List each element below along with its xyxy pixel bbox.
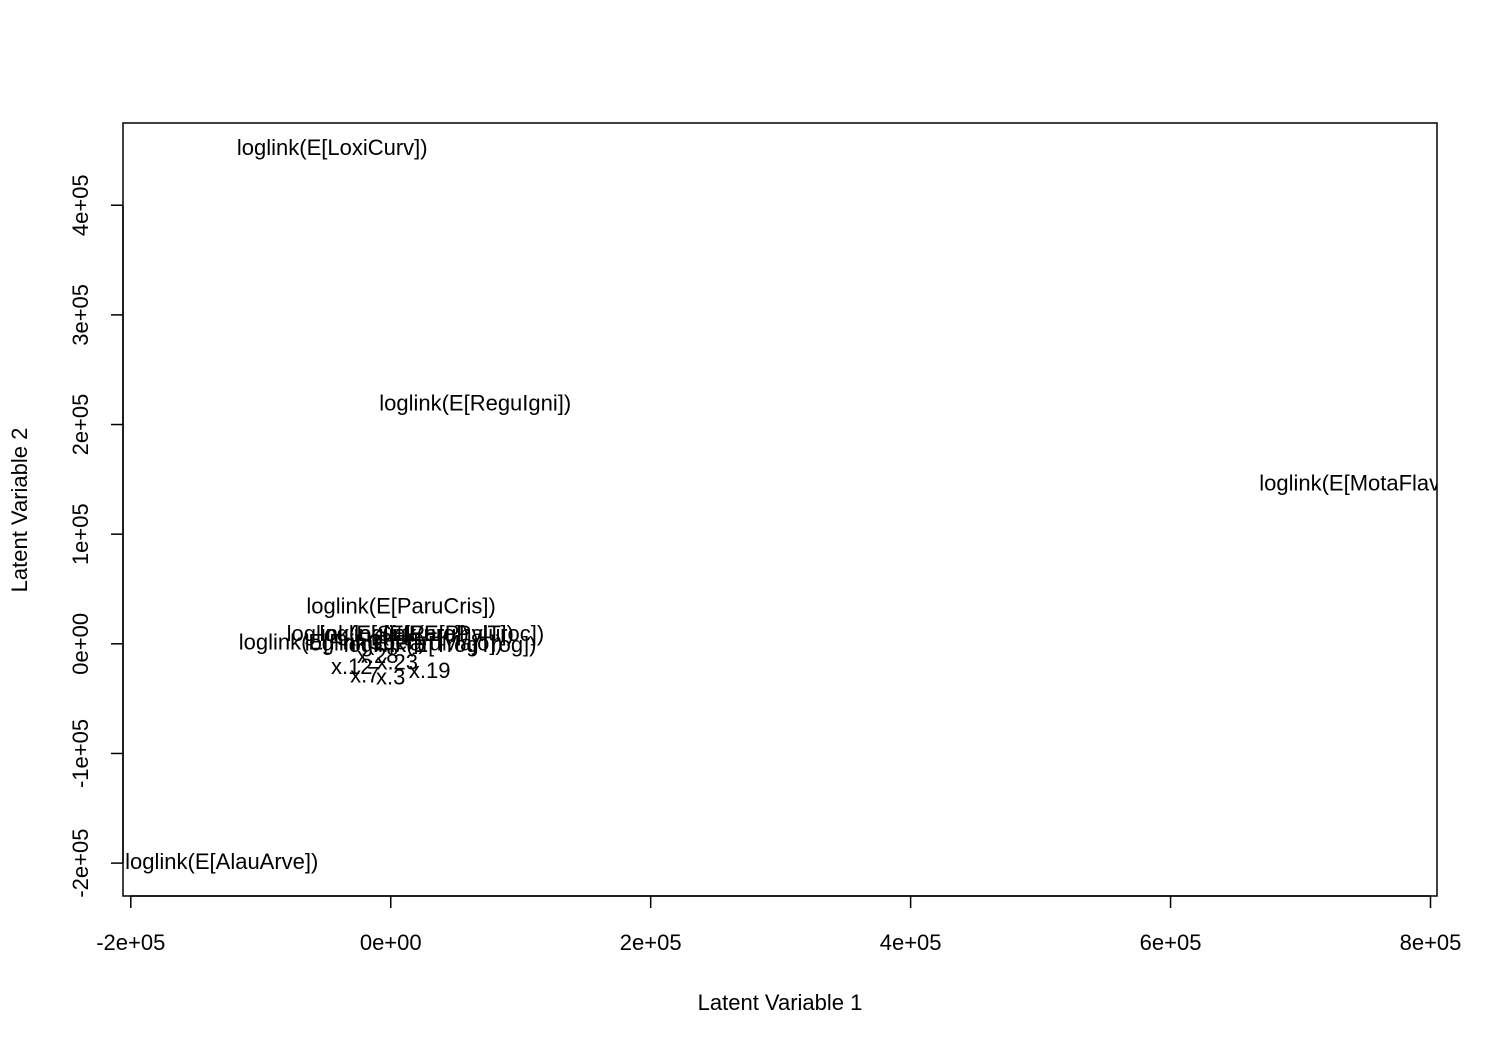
point-label: loglink(E[FrinCoel]): [239, 630, 426, 655]
x-axis-label: Latent Variable 1: [698, 990, 863, 1015]
points-layer: loglink(E[LoxiCurv]) loglink(E[ReguIgni])…: [125, 135, 1453, 874]
point-label: loglink(E[LoxiCurv]): [237, 135, 428, 160]
x-tick-label: -2e+05: [96, 930, 165, 955]
point-label: x.7: [350, 663, 379, 688]
point-label: x.19: [409, 658, 451, 683]
point-label: x.28: [357, 643, 399, 668]
x-tick-label: 0e+00: [360, 930, 422, 955]
point-label: loglink(E[ParuCris]): [306, 593, 496, 618]
point-label: loglink(E[ReguIgni]): [379, 391, 571, 416]
y-tick-label: -1e+05: [68, 719, 93, 788]
plot-frame: [122, 122, 1438, 897]
y-tick-label: 2e+05: [68, 394, 93, 456]
y-tick-label: 3e+05: [68, 284, 93, 346]
point-label: loglink(E[PhylTroc]): [354, 621, 544, 646]
x-tick-label: 8e+05: [1400, 930, 1462, 955]
x-tick-label: 6e+05: [1140, 930, 1202, 955]
point-label: x.12: [331, 654, 373, 679]
y-axis: -2e+05 -1e+05 0e+00 1e+05 2e+05 3e+05 4e+05: [68, 174, 124, 898]
y-tick-label: 0e+00: [68, 613, 93, 675]
point-label: x.3: [376, 665, 405, 690]
point-label: loglink(E[AlauArve]): [125, 849, 318, 874]
x-tick-label: 4e+05: [880, 930, 942, 955]
point-label: x.23: [376, 649, 418, 674]
y-tick-label: -2e+05: [68, 829, 93, 898]
point-label: loglink(E[ParuMajo]): [305, 631, 503, 656]
y-tick-label: 1e+05: [68, 503, 93, 565]
point-label: loglink(E[MotaFlav]): [1259, 471, 1453, 496]
x-axis: -2e+05 0e+00 2e+05 4e+05 6e+05 8e+05: [96, 895, 1462, 955]
x-tick-label: 2e+05: [620, 930, 682, 955]
point-label: loglink(E[TrogTrog]): [344, 632, 537, 657]
point-label: loglink(E[ParuPalu]): [320, 621, 514, 646]
y-tick-label: 4e+05: [68, 174, 93, 236]
y-axis-label: Latent Variable 2: [7, 428, 32, 593]
point-label: loglink(E[SittEuro]): [287, 621, 469, 646]
